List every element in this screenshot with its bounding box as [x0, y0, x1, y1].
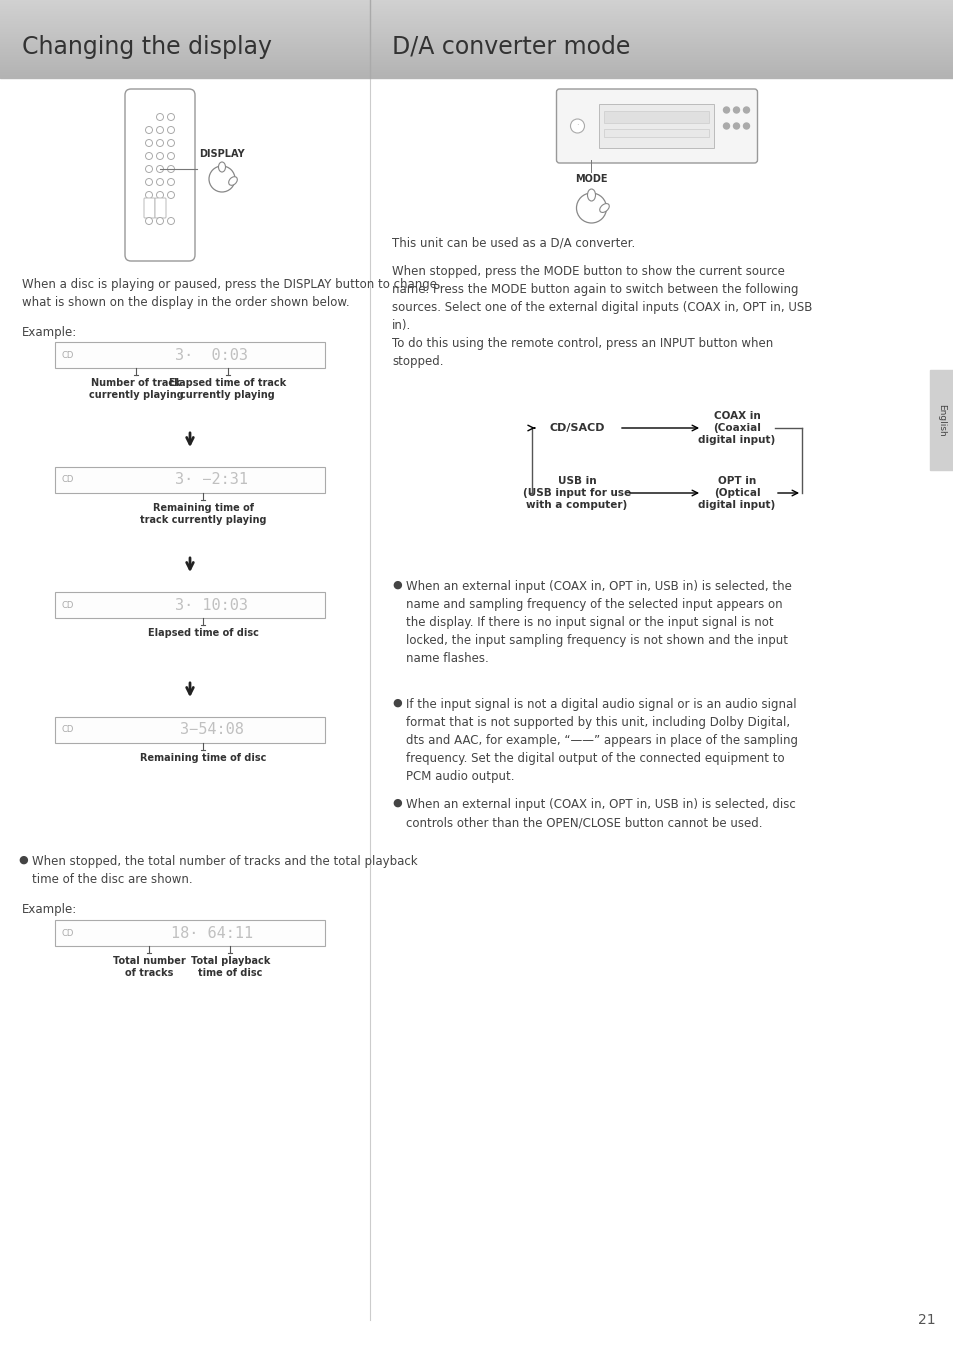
- Circle shape: [156, 217, 163, 224]
- Circle shape: [156, 153, 163, 159]
- Bar: [929, 370, 953, 470]
- Text: CD: CD: [62, 475, 74, 485]
- Text: Number of track
currently playing: Number of track currently playing: [89, 378, 183, 401]
- Text: Elapsed time of track
currently playing: Elapsed time of track currently playing: [169, 378, 286, 401]
- Bar: [604, 111, 709, 123]
- Text: ●: ●: [392, 798, 401, 809]
- FancyBboxPatch shape: [125, 89, 194, 261]
- Text: MODE: MODE: [575, 174, 607, 184]
- Text: COAX in
(Coaxial
digital input): COAX in (Coaxial digital input): [698, 410, 775, 446]
- Text: When stopped, press the MODE button to show the current source
name. Press the M: When stopped, press the MODE button to s…: [392, 265, 812, 369]
- Circle shape: [570, 119, 584, 134]
- Circle shape: [146, 127, 152, 134]
- Bar: [55, 919, 325, 946]
- Circle shape: [168, 113, 174, 120]
- Bar: [55, 717, 325, 742]
- Bar: [604, 130, 709, 136]
- Text: CD: CD: [62, 929, 74, 937]
- Text: When a disc is playing or paused, press the DISPLAY button to change
what is sho: When a disc is playing or paused, press …: [22, 278, 436, 309]
- Text: CD: CD: [62, 601, 74, 609]
- Circle shape: [168, 166, 174, 173]
- Circle shape: [146, 217, 152, 224]
- Text: When stopped, the total number of tracks and the total playback
time of the disc: When stopped, the total number of tracks…: [32, 855, 417, 886]
- Circle shape: [146, 166, 152, 173]
- Text: ●: ●: [392, 580, 401, 590]
- Bar: [598, 104, 714, 148]
- Circle shape: [168, 127, 174, 134]
- Text: ·: ·: [576, 122, 578, 131]
- Circle shape: [742, 107, 749, 113]
- Circle shape: [733, 123, 739, 130]
- Circle shape: [156, 127, 163, 134]
- Circle shape: [156, 192, 163, 198]
- Text: D/A converter mode: D/A converter mode: [392, 35, 630, 59]
- Text: 18· 64:11: 18· 64:11: [171, 926, 253, 941]
- Circle shape: [146, 178, 152, 185]
- Bar: [55, 467, 325, 493]
- Text: English: English: [937, 404, 945, 436]
- Circle shape: [168, 217, 174, 224]
- FancyBboxPatch shape: [144, 198, 154, 217]
- Circle shape: [168, 153, 174, 159]
- Text: Remaining time of
track currently playing: Remaining time of track currently playin…: [140, 504, 267, 525]
- FancyBboxPatch shape: [556, 89, 757, 163]
- Circle shape: [168, 178, 174, 185]
- Circle shape: [146, 153, 152, 159]
- Text: 3· −2:31: 3· −2:31: [175, 472, 248, 487]
- Ellipse shape: [218, 162, 225, 171]
- Circle shape: [156, 113, 163, 120]
- Text: CD: CD: [62, 725, 74, 734]
- Text: If the input signal is not a digital audio signal or is an audio signal
format t: If the input signal is not a digital aud…: [406, 698, 797, 783]
- Text: This unit can be used as a D/A converter.: This unit can be used as a D/A converter…: [392, 238, 635, 250]
- Text: ●: ●: [18, 855, 28, 865]
- FancyBboxPatch shape: [154, 198, 166, 217]
- Circle shape: [168, 139, 174, 147]
- Text: Total playback
time of disc: Total playback time of disc: [191, 956, 270, 979]
- Text: USB in
(USB input for use
with a computer): USB in (USB input for use with a compute…: [522, 475, 630, 510]
- Circle shape: [156, 178, 163, 185]
- Bar: [55, 342, 325, 369]
- Circle shape: [146, 192, 152, 198]
- Text: OPT in
(Optical
digital input): OPT in (Optical digital input): [698, 475, 775, 510]
- Circle shape: [146, 139, 152, 147]
- Circle shape: [722, 107, 729, 113]
- Text: Example:: Example:: [22, 325, 77, 339]
- Text: Elapsed time of disc: Elapsed time of disc: [148, 628, 258, 639]
- Text: 3−54:08: 3−54:08: [179, 722, 243, 737]
- Text: CD: CD: [62, 351, 74, 359]
- Text: When an external input (COAX in, OPT in, USB in) is selected, disc
controls othe: When an external input (COAX in, OPT in,…: [406, 798, 795, 829]
- Circle shape: [722, 123, 729, 130]
- Circle shape: [156, 166, 163, 173]
- Circle shape: [209, 166, 234, 192]
- Ellipse shape: [599, 204, 609, 212]
- Text: DISPLAY: DISPLAY: [199, 148, 244, 159]
- Circle shape: [742, 123, 749, 130]
- Text: Remaining time of disc: Remaining time of disc: [140, 753, 267, 763]
- Text: 3· 10:03: 3· 10:03: [175, 598, 248, 613]
- Text: ●: ●: [392, 698, 401, 707]
- Bar: [55, 593, 325, 618]
- Text: 3·  0:03: 3· 0:03: [175, 347, 248, 363]
- Text: CD/SACD: CD/SACD: [549, 423, 604, 433]
- Circle shape: [156, 139, 163, 147]
- Text: Example:: Example:: [22, 903, 77, 917]
- Ellipse shape: [229, 177, 237, 185]
- Text: When an external input (COAX in, OPT in, USB in) is selected, the
name and sampl: When an external input (COAX in, OPT in,…: [406, 580, 791, 666]
- Text: Changing the display: Changing the display: [22, 35, 272, 59]
- Text: 21: 21: [917, 1314, 935, 1327]
- Ellipse shape: [587, 189, 595, 201]
- Circle shape: [168, 192, 174, 198]
- Text: Total number
of tracks: Total number of tracks: [113, 956, 186, 979]
- Circle shape: [733, 107, 739, 113]
- Circle shape: [576, 193, 606, 223]
